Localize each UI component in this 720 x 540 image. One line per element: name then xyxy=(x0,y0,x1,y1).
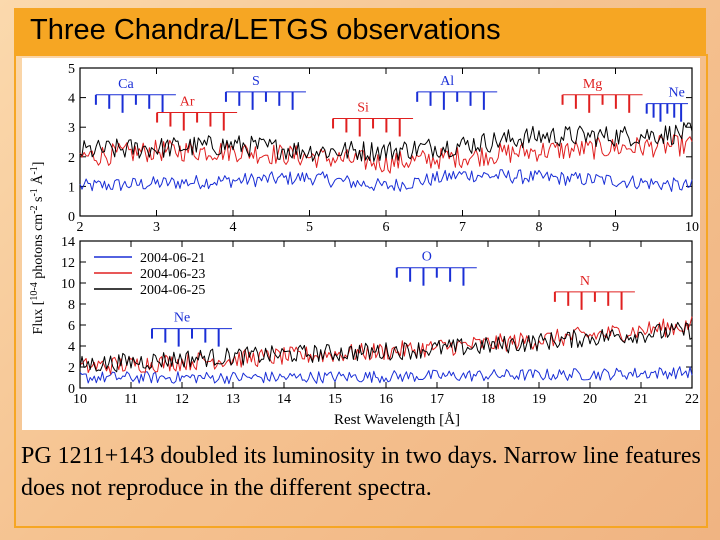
y-tick-label: 0 xyxy=(68,382,75,397)
legend-label: 2004-06-25 xyxy=(140,283,205,298)
slide-caption: PG 1211+143 doubled its luminosity in tw… xyxy=(21,443,701,501)
y-tick-label: 0 xyxy=(68,210,75,225)
spectrum-line-2004-06-23 xyxy=(79,134,693,174)
ion-label: Ar xyxy=(180,95,195,110)
ion-label: Si xyxy=(357,100,369,115)
x-tick-label: 19 xyxy=(532,392,546,407)
ion-label: Ca xyxy=(118,77,134,92)
x-tick-label: 2 xyxy=(77,220,84,235)
ion-label: Ne xyxy=(174,311,190,326)
y-axis-label-part: -2 xyxy=(29,205,40,213)
y-axis-label-part: Flux [ xyxy=(31,300,46,334)
slide-title: Three Chandra/LETGS observations xyxy=(30,14,501,46)
x-tick-label: 4 xyxy=(230,220,237,235)
x-tick-label: 3 xyxy=(153,220,160,235)
x-tick-label: 9 xyxy=(612,220,619,235)
y-tick-label: 2 xyxy=(68,151,75,166)
y-axis-label: Flux [10-4 photons cm-2 s-1 Å-1] xyxy=(29,162,47,335)
y-axis-label-part: ] xyxy=(31,162,46,167)
x-tick-label: 7 xyxy=(459,220,466,235)
x-tick-label: 11 xyxy=(124,392,137,407)
top-panel: 2 3 4 5 6 7 8 9 10 0 1 2 3 4 5 Ca Ar S Si Al Mg Ne xyxy=(68,62,699,235)
y-axis-label-part: -4 xyxy=(29,282,40,290)
y-axis-label-part: Å xyxy=(30,174,46,189)
x-tick-label: 6 xyxy=(383,220,390,235)
content-frame xyxy=(14,54,708,528)
x-tick-label: 17 xyxy=(430,392,444,407)
x-tick-label: 5 xyxy=(306,220,313,235)
ion-label: Al xyxy=(440,74,454,89)
x-tick-label: 12 xyxy=(175,392,189,407)
x-tick-label: 22 xyxy=(685,392,699,407)
legend-label: 2004-06-21 xyxy=(140,251,205,266)
spectrum-line-2004-06-21 xyxy=(79,366,693,385)
y-tick-label: 6 xyxy=(68,319,75,334)
y-axis-label-part: photons cm xyxy=(31,214,46,283)
x-tick-label: 20 xyxy=(583,392,597,407)
x-tick-label: 8 xyxy=(536,220,543,235)
x-tick-label: 10 xyxy=(73,392,87,407)
x-tick-label: 10 xyxy=(685,220,699,235)
x-axis-label: Rest Wavelength [Å] xyxy=(334,412,460,428)
ion-label: Mg xyxy=(583,77,602,92)
x-tick-label: 14 xyxy=(277,392,291,407)
y-tick-label: 12 xyxy=(61,256,75,271)
y-axis-label-part: -1 xyxy=(29,188,40,196)
spectrum-line-2004-06-21 xyxy=(79,169,693,192)
y-tick-label: 14 xyxy=(61,235,75,250)
y-tick-label: 4 xyxy=(68,92,75,107)
title-bar xyxy=(14,8,706,54)
y-tick-label: 1 xyxy=(68,180,75,195)
bottom-panel: 10 11 12 13 14 15 16 17 18 19 20 21 22 0 2 4 6 8 10 12 14 O N N… xyxy=(61,235,699,407)
ion-label: S xyxy=(252,74,260,89)
x-tick-label: 16 xyxy=(379,392,393,407)
spectrum-line-2004-06-25 xyxy=(79,321,693,373)
x-tick-label: 15 xyxy=(328,392,342,407)
ion-label: O xyxy=(422,250,432,265)
spectrum-line-2004-06-25 xyxy=(79,122,693,162)
ion-label: Ne xyxy=(669,86,685,101)
y-tick-label: 2 xyxy=(68,361,75,376)
y-axis-label-part: s xyxy=(31,197,46,206)
y-axis-label-part: 10 xyxy=(29,291,40,301)
y-tick-label: 5 xyxy=(68,62,75,77)
y-tick-label: 3 xyxy=(68,121,75,136)
ion-label: N xyxy=(580,274,590,289)
y-tick-label: 4 xyxy=(68,340,75,355)
y-tick-label: 10 xyxy=(61,277,75,292)
legend-label: 2004-06-23 xyxy=(140,267,205,282)
plot-panel: 2 3 4 5 6 7 8 9 10 0 1 2 3 4 5 Ca Ar S Si Al Mg Ne 10 11 12 13 14… xyxy=(22,58,700,430)
y-axis-label-part: -1 xyxy=(29,166,40,174)
x-tick-label: 18 xyxy=(481,392,495,407)
x-tick-label: 21 xyxy=(634,392,648,407)
y-tick-label: 8 xyxy=(68,298,75,313)
x-tick-label: 13 xyxy=(226,392,240,407)
